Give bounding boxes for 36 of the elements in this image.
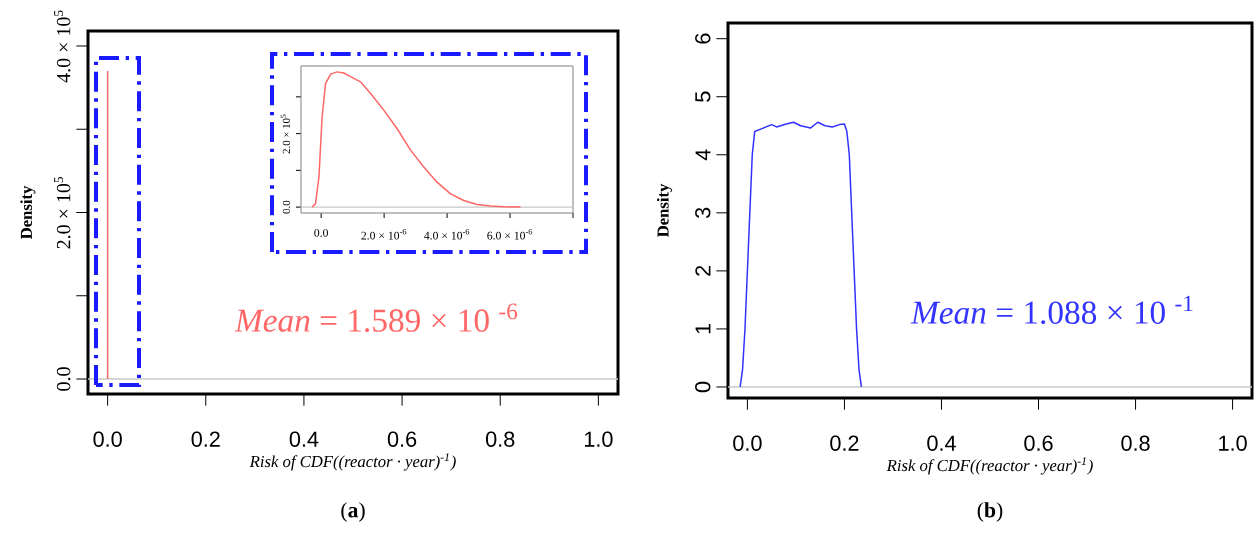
x-tick-label: 0.8 [486,431,515,447]
annotation: Mean = 1.088 × 10 $^{-1}$ [910,295,1193,325]
x-tick-label: 0.2 [830,435,859,451]
y-tick-label: 0.0 [56,367,71,391]
x-tick-label: 0.6 [1024,435,1053,451]
x-tick-label: 0.6 [387,431,417,447]
y-tick-label: 0 [695,381,711,393]
annotation: Mean = 1.589 × 10 $^{-6}$ [234,303,518,332]
line-series [311,71,522,208]
x-tick-label: 0.0 [733,435,762,451]
x-tick-label: 0.4 [927,435,956,451]
x-tick-label: 0.2 [191,431,220,447]
y-tick-label: 5 [695,91,711,102]
x-tick-label: 0.0 [314,228,328,237]
x-tick-label: 2.0 × 10$^{-6}$ [361,228,407,240]
text: (b) [977,502,1003,522]
y-tick-label: 4.0 × 10$^{5}$ [54,10,71,83]
y-tick-label: 4 [695,149,711,161]
x-tick-label: 0.4 [289,431,319,447]
y-tick-label: 1 [695,323,711,334]
y-tick-label: 2.0 × 10$^{5}$ [54,176,71,249]
x-tick-label: 0.0 [93,431,122,447]
x-tick-label: 0.8 [1121,435,1150,451]
y-tick-label: 2 [695,265,711,276]
x-tick-label: 1.0 [1219,435,1247,451]
x-axis-title: Risk of CDF((reactor · year)$^{-1}$) [886,457,1093,475]
y-tick-label: 2.0 × 10$^{5}$ [280,114,291,154]
y-tick-label: 3 [695,207,711,219]
x-tick-label: 6.0 × 10$^{-6}$ [487,228,533,240]
text: (a) [341,502,365,522]
x-tick-label: 4.0 × 10$^{-6}$ [424,228,470,240]
x-tick-label: 1.0 [584,431,613,447]
y-axis-title: Density [20,185,36,240]
y-axis-title: Density [656,183,673,238]
y-tick-label: 6 [695,33,711,44]
x-axis-title: Risk of CDF((reactor · year)$^{-1}$) [249,453,456,471]
